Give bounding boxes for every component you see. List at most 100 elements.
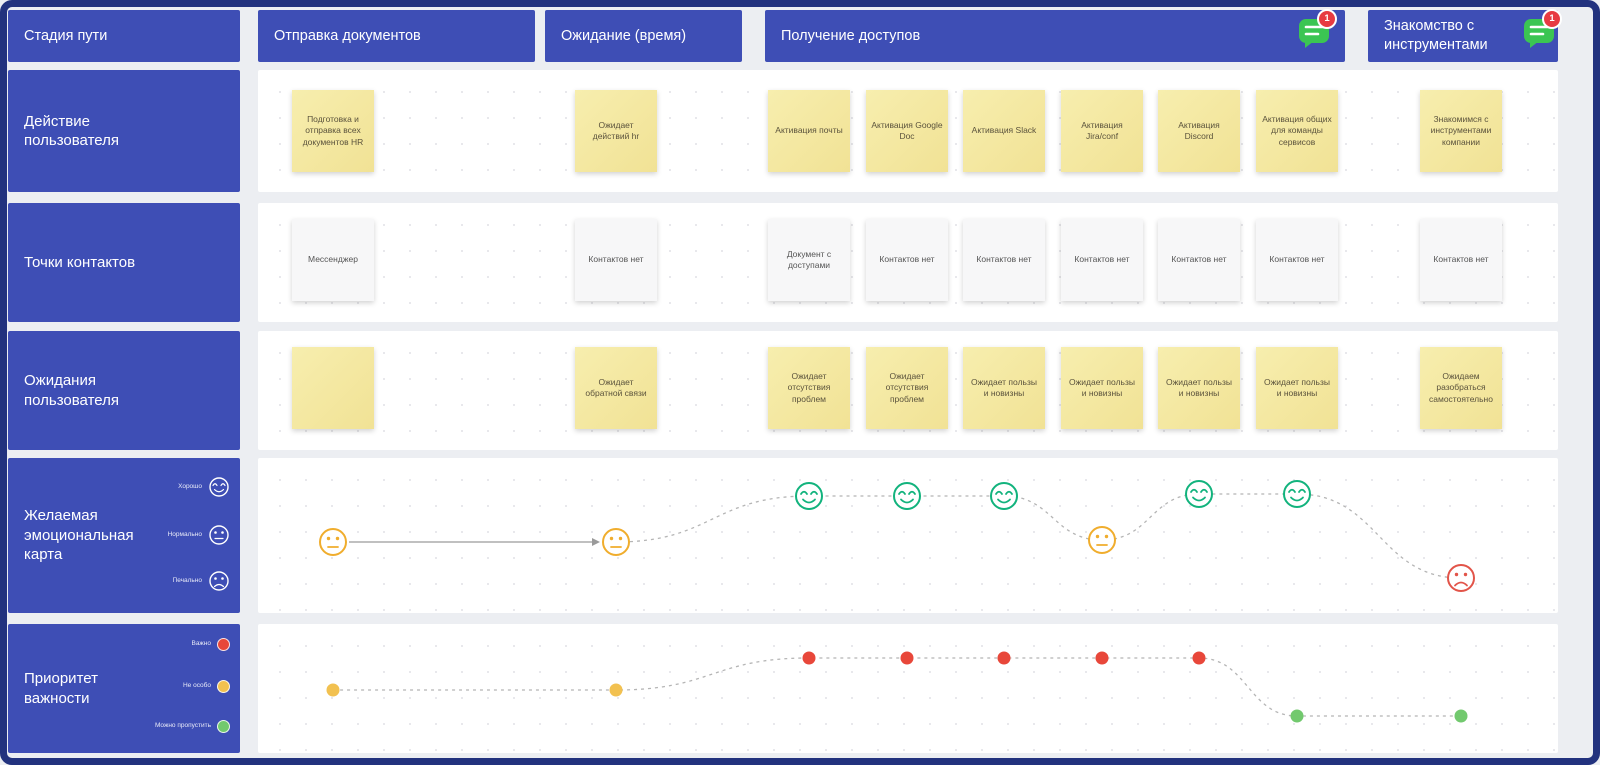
- priority-legend-item-low: Можно пропустить: [155, 720, 230, 733]
- legend-label: Можно пропустить: [154, 722, 211, 730]
- comment-badge[interactable]: 1: [1522, 9, 1562, 50]
- priority-dot-high[interactable]: [900, 651, 914, 665]
- priority-dot-high[interactable]: [1192, 651, 1206, 665]
- sticky-note[interactable]: Активация общих для команды сервисов: [1256, 90, 1338, 172]
- sticky-note[interactable]: Ожидает отсутствия проблем: [866, 347, 948, 429]
- sticky-note[interactable]: Контактов нет: [963, 219, 1045, 301]
- corner-header-label: Стадия пути: [24, 27, 108, 44]
- column-header-label: Отправка документов: [274, 27, 421, 44]
- sticky-note[interactable]: Активация Jira/conf: [1061, 90, 1143, 172]
- row-label-text: Точки контактов: [24, 253, 136, 271]
- column-header-label: Получение доступов: [781, 27, 921, 44]
- row-label-text: Желаемая эмоциональная карта: [24, 507, 134, 564]
- priority-legend-item-mid: Не особо: [183, 680, 230, 693]
- priority-dot-high[interactable]: [997, 651, 1011, 665]
- comment-count-badge: 1: [1542, 9, 1562, 29]
- sticky-note[interactable]: Ожидает пользы и новизны: [1061, 347, 1143, 429]
- priority-dot-high[interactable]: [802, 651, 816, 665]
- column-header-access[interactable]: Получение доступов 1: [765, 9, 1345, 62]
- sad-face-icon: [209, 571, 229, 591]
- sticky-note-text: Ожидает пользы и новизны: [1166, 376, 1232, 398]
- sticky-note-text: Контактов нет: [1433, 254, 1489, 265]
- row-label-touchpoints[interactable]: Точки контактов: [8, 203, 240, 322]
- priority-low-dot-icon: [217, 720, 230, 733]
- row-label-user-actions[interactable]: Действие пользователя: [8, 70, 240, 192]
- sticky-note[interactable]: Контактов нет: [1158, 219, 1240, 301]
- sticky-note-text: Контактов нет: [1171, 254, 1227, 265]
- sticky-note[interactable]: Контактов нет: [1256, 219, 1338, 301]
- sticky-note[interactable]: Контактов нет: [1061, 219, 1143, 301]
- neutral-face-icon[interactable]: [1088, 526, 1116, 554]
- sticky-note-text: Контактов нет: [976, 254, 1032, 265]
- sticky-note[interactable]: Активация почты: [768, 90, 850, 172]
- sticky-note-text: Активация Discord: [1178, 119, 1220, 141]
- row-emotional-map-area: [258, 458, 1558, 613]
- priority-dot-mid[interactable]: [326, 683, 340, 697]
- sticky-note-text: Активация общих для команды сервисов: [1262, 113, 1332, 147]
- column-header-tools[interactable]: Знакомство с инструментами 1: [1368, 9, 1562, 62]
- happy-face-icon[interactable]: [990, 482, 1018, 510]
- row-touchpoints-area: Мессенджер Контактов нет Документ с доступ…: [258, 203, 1558, 322]
- comment-badge[interactable]: 1: [1297, 9, 1337, 50]
- sticky-note[interactable]: [292, 347, 374, 429]
- happy-face-icon[interactable]: [1283, 480, 1311, 508]
- neutral-face-icon[interactable]: [602, 528, 630, 556]
- sticky-note-text: Активация почты: [775, 125, 843, 136]
- sticky-note[interactable]: Активация Slack: [963, 90, 1045, 172]
- sticky-note[interactable]: Контактов нет: [1420, 219, 1502, 301]
- neutral-face-icon: [209, 525, 229, 545]
- emotion-legend-item-good: Хорошо: [178, 476, 230, 498]
- priority-dot-low[interactable]: [1290, 709, 1304, 723]
- happy-face-icon[interactable]: [1185, 480, 1213, 508]
- sticky-note-text: Контактов нет: [1074, 254, 1130, 265]
- sticky-note[interactable]: Ожидает пользы и новизны: [963, 347, 1045, 429]
- priority-curve-chart: [326, 651, 1468, 723]
- comment-count-badge: 1: [1317, 9, 1337, 29]
- row-expectations-area: Ожидает обратной связи Ожидает отсутствия…: [258, 331, 1558, 450]
- column-header-documents[interactable]: Отправка документов: [258, 10, 535, 62]
- priority-mid-dot-icon: [217, 680, 230, 693]
- sticky-note-text: Ожидает пользы и новизны: [971, 376, 1037, 398]
- row-actions-area: Подготовка и отправка всех документов HR…: [258, 70, 1558, 192]
- sticky-note[interactable]: Ожидает отсутствия проблем: [768, 347, 850, 429]
- sticky-note-text: Активация Slack: [971, 125, 1037, 136]
- sticky-note[interactable]: Контактов нет: [866, 219, 948, 301]
- row-label-emotional-map[interactable]: Желаемая эмоциональная карта Хорошо Норм…: [8, 458, 240, 613]
- sticky-note[interactable]: Подготовка и отправка всех документов HR: [292, 90, 374, 172]
- sticky-note[interactable]: Активация Google Doc: [866, 90, 948, 172]
- priority-dot-low[interactable]: [1454, 709, 1468, 723]
- sticky-note[interactable]: Ожидает действий hr: [575, 90, 657, 172]
- legend-label: Важно: [191, 640, 211, 648]
- legend-label: Не особо: [182, 682, 211, 690]
- priority-legend-item-high: Важно: [191, 638, 230, 651]
- sticky-note-text: Подготовка и отправка всех документов HR: [302, 113, 364, 147]
- sticky-note[interactable]: Документ с доступами: [768, 219, 850, 301]
- sad-face-icon[interactable]: [1447, 564, 1475, 592]
- happy-face-icon: [209, 477, 229, 497]
- sticky-note[interactable]: Контактов нет: [575, 219, 657, 301]
- sticky-note-text: Ожидает пользы и новизны: [1069, 376, 1135, 398]
- sticky-note[interactable]: Ожидаем разобраться самостоятельно: [1420, 347, 1502, 429]
- happy-face-icon[interactable]: [795, 482, 823, 510]
- row-label-text: Ожидания пользователя: [24, 372, 119, 409]
- column-header-waiting[interactable]: Ожидание (время): [545, 10, 742, 62]
- priority-dot-mid[interactable]: [609, 683, 623, 697]
- sticky-note[interactable]: Знакомимся с инструментами компании: [1420, 90, 1502, 172]
- row-label-text: Приоритет важности: [24, 670, 98, 707]
- emotion-legend-item-normal: Нормально: [168, 524, 230, 546]
- row-label-expectations[interactable]: Ожидания пользователя: [8, 331, 240, 450]
- row-label-priority[interactable]: Приоритет важности Важно Не особо Можно …: [8, 624, 240, 753]
- happy-face-icon[interactable]: [893, 482, 921, 510]
- sticky-note[interactable]: Ожидает пользы и новизны: [1256, 347, 1338, 429]
- row-priority-area: [258, 624, 1558, 753]
- sticky-note[interactable]: Ожидает пользы и новизны: [1158, 347, 1240, 429]
- sticky-note-text: Ожидает отсутствия проблем: [885, 370, 929, 404]
- sticky-note[interactable]: Ожидает обратной связи: [575, 347, 657, 429]
- priority-dot-high[interactable]: [1095, 651, 1109, 665]
- corner-header-cell[interactable]: Стадия пути: [8, 10, 240, 62]
- sticky-note[interactable]: Активация Discord: [1158, 90, 1240, 172]
- sticky-note-text: Ожидает отсутствия проблем: [787, 370, 831, 404]
- neutral-face-icon[interactable]: [319, 528, 347, 556]
- sticky-note[interactable]: Мессенджер: [292, 219, 374, 301]
- sticky-note-text: Активация Google Doc: [871, 119, 943, 141]
